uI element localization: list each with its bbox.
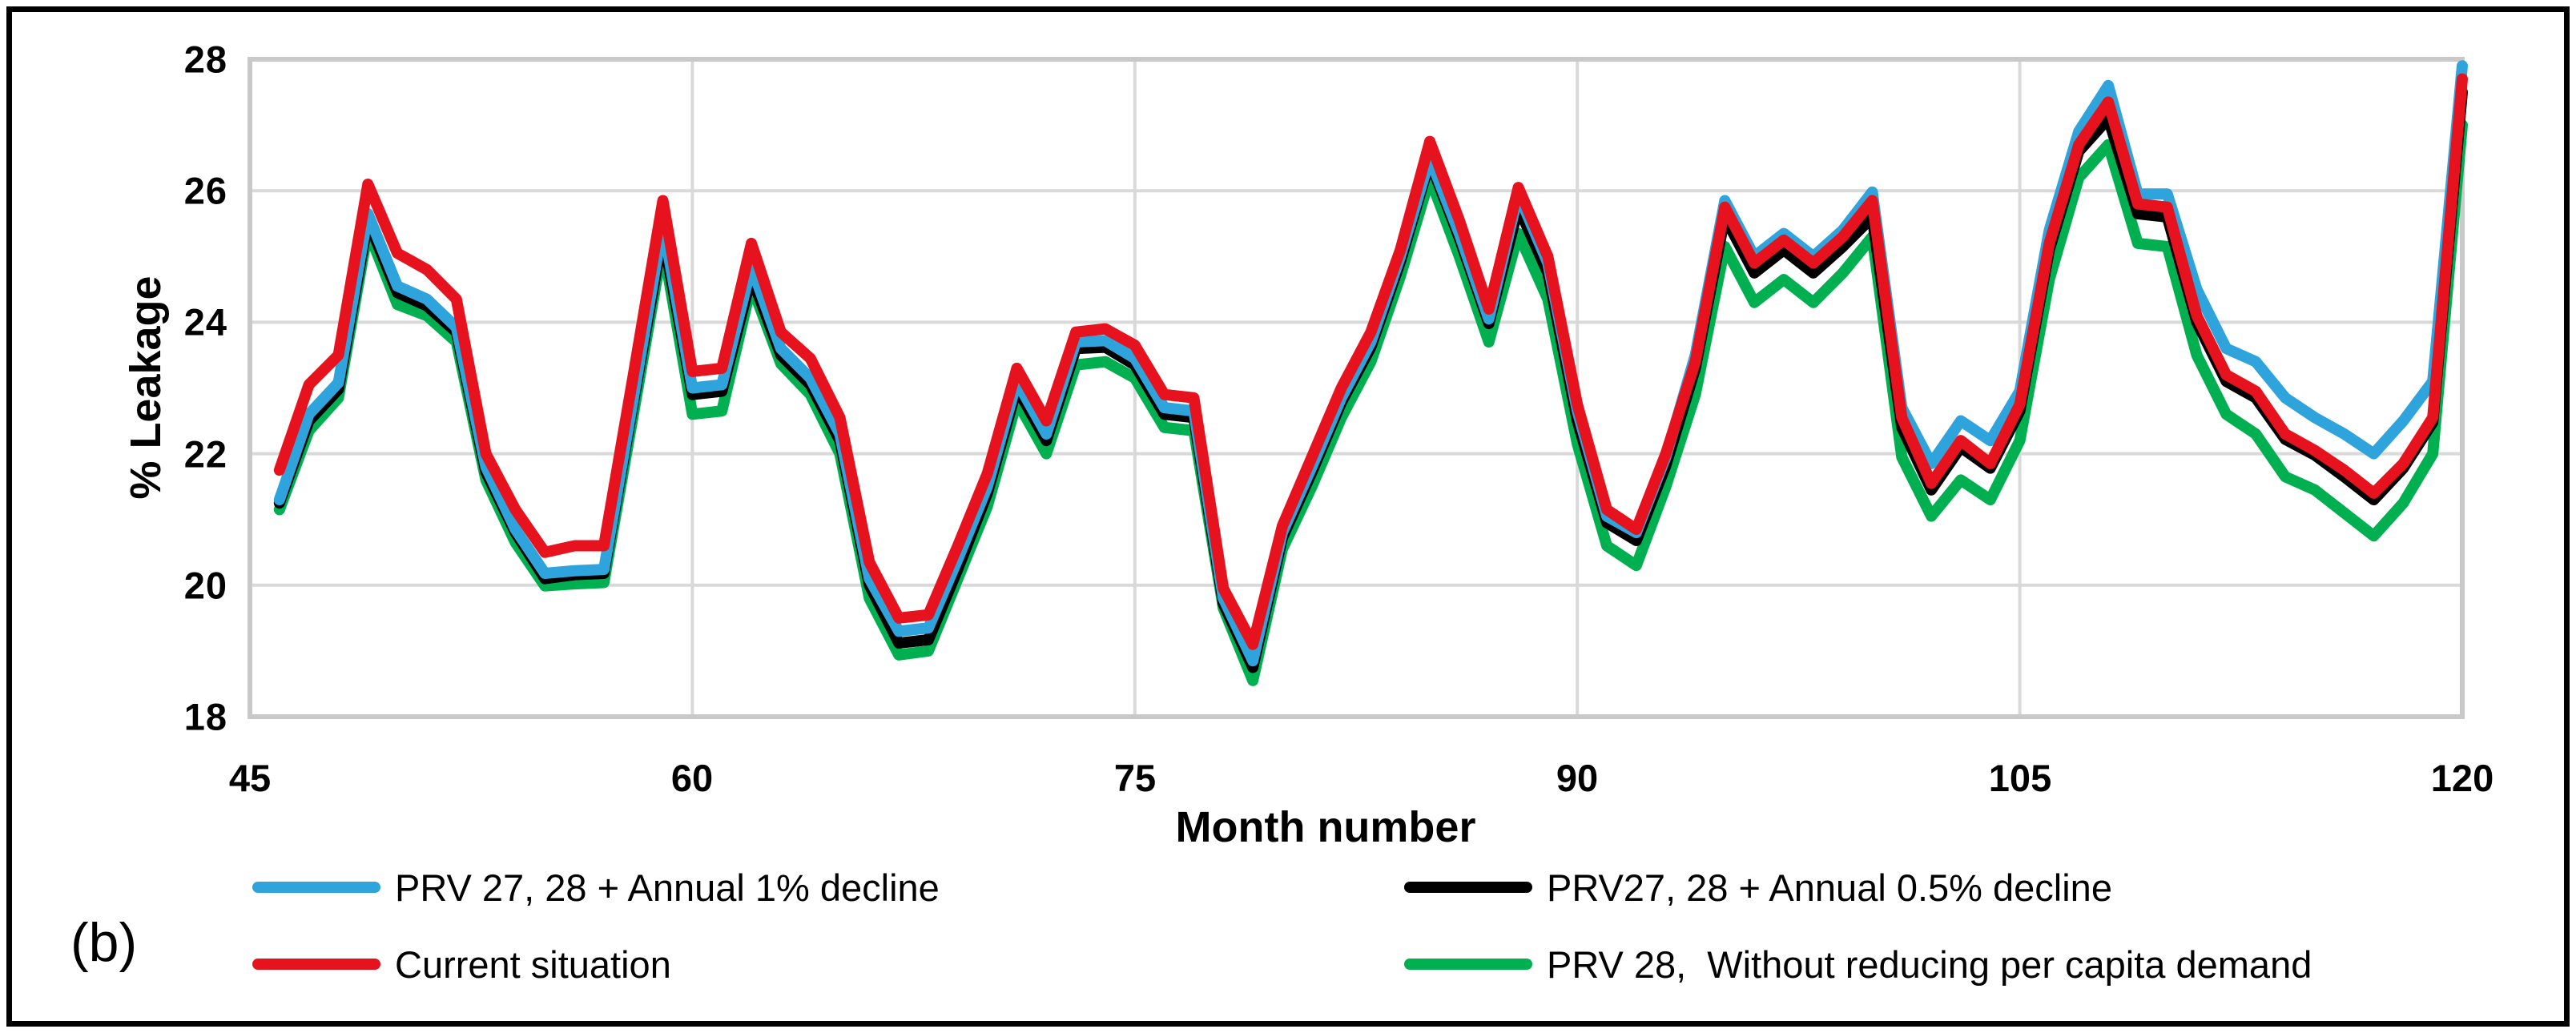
legend-swatch-blue-line [252,882,380,893]
series-line-current-situation [273,73,2468,650]
legend-label: PRV 28, Without reducing per capita dema… [1547,943,2312,986]
y-axis-tick-label: 26 [183,169,227,212]
legend-item-prv2728-1pct: PRV 27, 28 + Annual 1% decline [252,866,940,909]
x-axis-tick-label: 120 [2430,757,2494,799]
y-axis-tick-label: 24 [183,300,227,344]
legend-swatch-black-line [1404,882,1532,893]
legend-item-prv28: PRV 28, Without reducing per capita dema… [1404,943,2312,986]
x-axis-tick-label: 105 [1988,757,2052,799]
x-axis-title: Month number [1175,803,1476,851]
y-axis-title: % Leakage [122,275,170,500]
legend-item-prv2728-05pct: PRV27, 28 + Annual 0.5% decline [1404,866,2112,909]
legend-label: PRV 27, 28 + Annual 1% decline [395,866,940,909]
figure-panel-label: (b) [70,912,138,973]
y-axis-tick-label: 18 [183,695,227,738]
plot-area-border [248,57,2465,719]
legend-label: Current situation [395,943,671,986]
x-axis-tick-label: 75 [1113,757,1157,799]
y-axis-tick-label: 28 [183,38,227,81]
legend-label: PRV27, 28 + Annual 0.5% decline [1547,866,2112,909]
legend-item-current-situation: Current situation [252,943,671,986]
y-axis-tick-label: 22 [183,432,227,476]
x-axis-tick-label: 60 [670,757,714,799]
x-axis-tick-label: 90 [1556,757,1599,799]
legend-swatch-red-line [252,959,380,970]
y-axis-tick-label: 20 [183,564,227,607]
x-axis-tick-label: 45 [228,757,272,799]
legend-swatch-green-line [1404,959,1532,970]
